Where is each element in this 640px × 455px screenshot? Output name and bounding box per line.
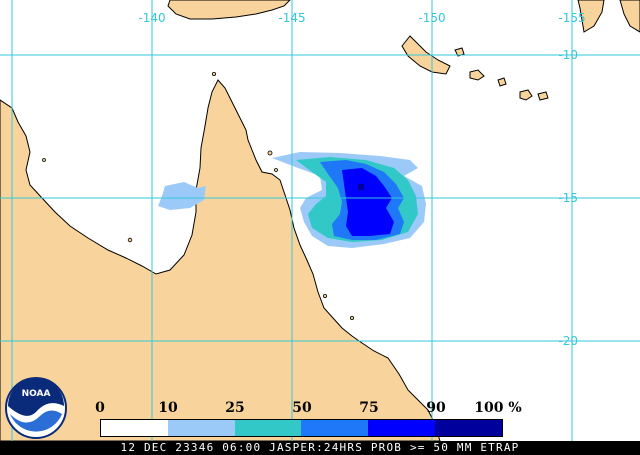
legend-color-bar xyxy=(100,419,503,437)
legend-bin-0-10 xyxy=(101,420,168,436)
latitude-label: -20 xyxy=(558,334,578,348)
logo-sea xyxy=(10,410,62,432)
island-d xyxy=(497,77,507,87)
prob-area-75-90 xyxy=(342,168,394,236)
probability-shading xyxy=(158,152,426,248)
lat-lon-grid xyxy=(0,0,640,441)
latitude-label: -15 xyxy=(558,191,578,205)
legend-bin-25-50 xyxy=(234,420,302,436)
new-guinea-landmass xyxy=(167,0,291,20)
reef-dot-4 xyxy=(349,315,354,320)
legend-tick-label: 100 % xyxy=(474,400,522,416)
legend-tick-label: 0 xyxy=(95,400,105,416)
logo-sky xyxy=(8,378,64,416)
reef-dot-7 xyxy=(211,72,216,77)
reef-dot-1 xyxy=(267,150,273,156)
island-a xyxy=(469,69,485,81)
legend-bin-50-75 xyxy=(301,420,369,436)
queensland-landmass xyxy=(0,79,441,455)
reef-dots xyxy=(42,72,354,320)
prob-area-90-100 xyxy=(358,184,364,190)
legend-bin-75-90 xyxy=(368,420,436,436)
longitude-label: -140 xyxy=(138,11,165,25)
legend-tick-label: 75 xyxy=(359,400,379,416)
legend-tick-label: 25 xyxy=(225,400,245,416)
longitude-label: -145 xyxy=(278,11,305,25)
island-e xyxy=(454,47,465,57)
bougainville-island xyxy=(619,0,640,33)
reef-dot-5 xyxy=(127,237,133,243)
island-b xyxy=(519,89,533,101)
latitude-label: -10 xyxy=(558,48,578,62)
prob-area-10-25-west xyxy=(158,182,206,210)
legend-bin-10-25 xyxy=(167,420,235,436)
map-caption: 12 DEC 23346 06:00 JASPER:24HRS PROB >= … xyxy=(120,441,520,454)
legend-tick-label: 50 xyxy=(292,400,312,416)
island-c xyxy=(537,91,549,101)
logo-text: NOAA xyxy=(22,389,51,399)
legend-tick-label: 10 xyxy=(158,400,178,416)
new-britain-landmass xyxy=(577,0,605,33)
noaa-logo-icon: NOAA xyxy=(5,377,67,439)
caption-bar: 12 DEC 23346 06:00 JASPER:24HRS PROB >= … xyxy=(0,441,640,455)
longitude-label: -155 xyxy=(558,11,585,25)
legend-tick-label: 90 xyxy=(426,400,446,416)
reef-dot-6 xyxy=(42,158,46,162)
legend-bin-90-100 xyxy=(435,420,502,436)
longitude-label: -150 xyxy=(418,11,445,25)
reef-dot-2 xyxy=(274,168,278,172)
reef-dot-3 xyxy=(322,293,327,298)
